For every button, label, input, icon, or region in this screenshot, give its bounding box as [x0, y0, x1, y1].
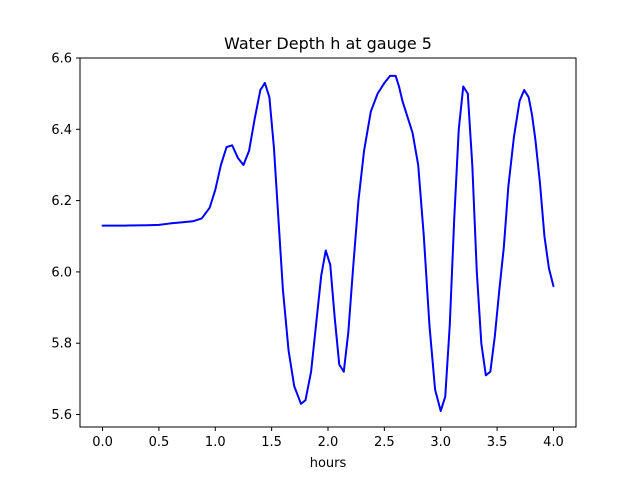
chart-title: Water Depth h at gauge 5: [224, 34, 432, 53]
x-axis: 0.0 0.5 1.0 1.5 2.0 2.5 3.0 3.5 4.0: [92, 427, 564, 450]
plot-frame: [79, 57, 577, 428]
x-tick-label: 1.0: [205, 435, 226, 450]
y-tick-label: 6.6: [51, 52, 72, 67]
x-axis-label: hours: [310, 456, 347, 471]
x-tick-label: 4.0: [543, 435, 564, 450]
x-tick-label: 0.0: [92, 435, 113, 450]
x-tick-label: 3.5: [487, 435, 508, 450]
y-tick-label: 6.4: [51, 123, 72, 138]
x-tick-label: 2.5: [374, 435, 395, 450]
y-tick-label: 6.2: [51, 194, 72, 209]
series-line-1: [101, 74, 555, 412]
x-tick-label: 0.5: [149, 435, 170, 450]
y-axis: 5.6 5.8 6.0 6.2 6.4 6.6: [51, 52, 80, 423]
y-tick-label: 5.6: [51, 408, 72, 423]
x-tick-label: 3.0: [430, 435, 451, 450]
x-tick-label: 1.5: [261, 435, 282, 450]
y-tick-label: 6.0: [51, 265, 72, 280]
plot-area: [101, 74, 555, 412]
x-tick-label: 2.0: [318, 435, 339, 450]
y-tick-label: 5.8: [51, 337, 72, 352]
